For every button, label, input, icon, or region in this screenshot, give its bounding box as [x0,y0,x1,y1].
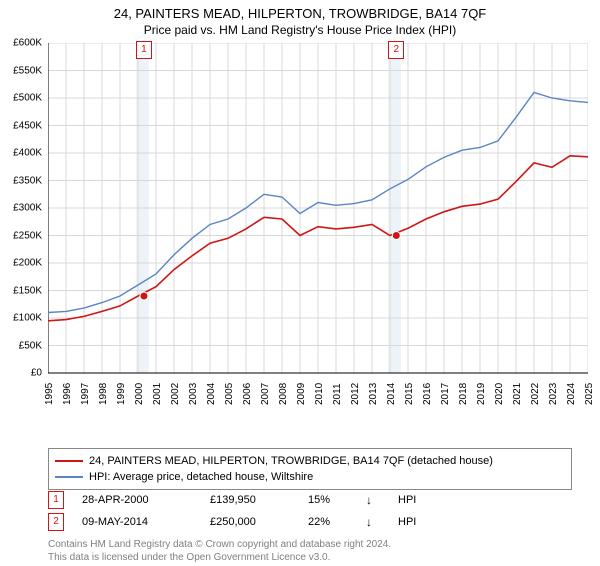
sale-records: 1 28-APR-2000 £139,950 15% ↓ HPI 2 09-MAY-2014 £… [48,490,572,534]
line-chart [48,43,588,413]
sale-row: 2 09-MAY-2014 £250,000 22% ↓ HPI [48,512,572,532]
x-tick-label: 1998 [98,383,109,405]
x-tick-label: 2011 [332,383,343,405]
x-tick-label: 2025 [584,383,595,405]
x-tick-label: 1999 [116,383,127,405]
x-tick-label: 2018 [458,383,469,405]
sale-marker-label: 1 [136,41,152,59]
footnote-line1: Contains HM Land Registry data © Crown c… [48,539,391,550]
sale-price: £139,950 [210,494,290,506]
x-tick-label: 2020 [494,383,505,405]
y-tick-label: £100K [13,313,42,324]
footnote-line2: This data is licensed under the Open Gov… [48,552,330,563]
sale-hpi-label: HPI [398,494,428,506]
x-tick-label: 2007 [260,383,271,405]
y-tick-label: £400K [13,148,42,159]
sale-hpi-label: HPI [398,516,428,528]
sale-pct: 15% [308,494,348,506]
x-tick-label: 2009 [296,383,307,405]
legend-item: 24, PAINTERS MEAD, HILPERTON, TROWBRIDGE… [55,453,565,469]
sale-date: 28-APR-2000 [82,494,192,506]
x-tick-label: 2016 [422,383,433,405]
sale-date: 09-MAY-2014 [82,516,192,528]
x-tick-label: 2013 [368,383,379,405]
y-tick-label: £0 [31,368,42,379]
y-tick-label: £450K [13,120,42,131]
x-tick-label: 1995 [44,383,55,405]
down-arrow-icon: ↓ [366,493,380,507]
x-tick-label: 2002 [170,383,181,405]
x-tick-label: 2004 [206,383,217,405]
x-tick-label: 2001 [152,383,163,405]
legend: 24, PAINTERS MEAD, HILPERTON, TROWBRIDGE… [48,448,572,490]
sale-row-marker: 2 [48,513,64,531]
x-tick-label: 1996 [62,383,73,405]
legend-label: HPI: Average price, detached house, Wilt… [89,471,313,483]
footnote: Contains HM Land Registry data © Crown c… [48,538,572,564]
x-tick-label: 2023 [548,383,559,405]
y-tick-label: £550K [13,65,42,76]
down-arrow-icon: ↓ [366,515,380,529]
x-tick-label: 2005 [224,383,235,405]
y-tick-label: £50K [19,340,42,351]
x-tick-label: 2008 [278,383,289,405]
x-tick-label: 1997 [80,383,91,405]
x-tick-label: 2019 [476,383,487,405]
x-tick-label: 2003 [188,383,199,405]
x-tick-label: 2000 [134,383,145,405]
sale-row-marker: 1 [48,491,64,509]
y-tick-label: £250K [13,230,42,241]
sale-marker-label: 2 [388,41,404,59]
x-tick-label: 2006 [242,383,253,405]
chart-area: £0£50K£100K£150K£200K£250K£300K£350K£400… [48,43,588,413]
x-tick-label: 2021 [512,383,523,405]
x-tick-label: 2014 [386,383,397,405]
legend-swatch [55,476,83,478]
sale-row: 1 28-APR-2000 £139,950 15% ↓ HPI [48,490,572,510]
x-tick-label: 2012 [350,383,361,405]
x-tick-label: 2024 [566,383,577,405]
y-tick-label: £600K [13,38,42,49]
y-tick-label: £200K [13,258,42,269]
x-tick-label: 2015 [404,383,415,405]
chart-subtitle: Price paid vs. HM Land Registry's House … [0,23,600,37]
y-tick-label: £300K [13,203,42,214]
y-tick-label: £500K [13,93,42,104]
chart-title: 24, PAINTERS MEAD, HILPERTON, TROWBRIDGE… [0,6,600,21]
x-tick-label: 2017 [440,383,451,405]
legend-item: HPI: Average price, detached house, Wilt… [55,469,565,485]
y-tick-label: £150K [13,285,42,296]
sale-pct: 22% [308,516,348,528]
sale-price: £250,000 [210,516,290,528]
legend-swatch [55,460,83,462]
legend-label: 24, PAINTERS MEAD, HILPERTON, TROWBRIDGE… [89,455,493,467]
y-tick-label: £350K [13,175,42,186]
x-tick-label: 2022 [530,383,541,405]
x-tick-label: 2010 [314,383,325,405]
